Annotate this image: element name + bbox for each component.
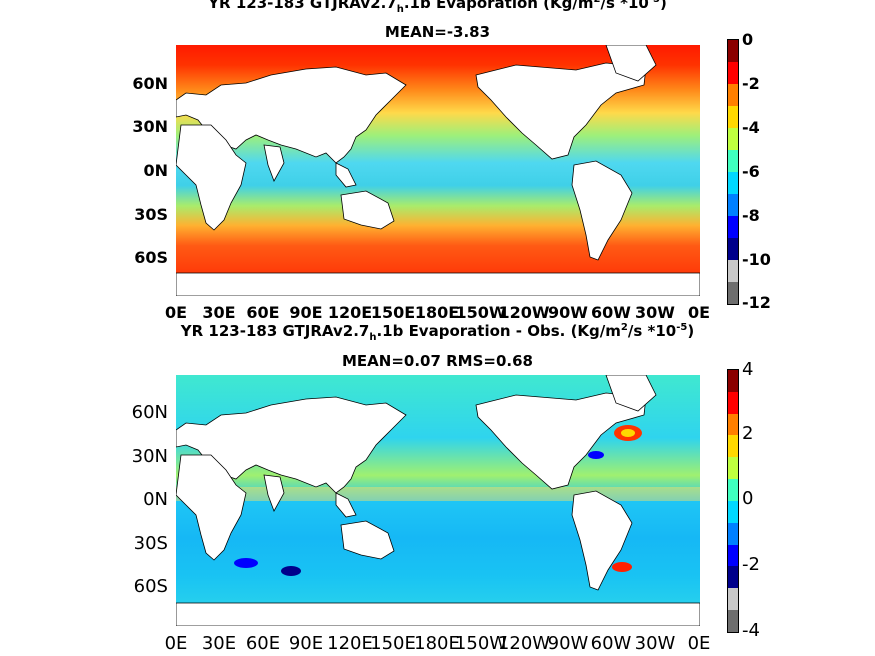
colorbar-segment xyxy=(728,610,738,632)
x-tick: 30W xyxy=(635,303,675,322)
y-tick: 60S xyxy=(133,576,168,597)
colorbar-segment xyxy=(728,435,738,458)
continents xyxy=(176,375,700,626)
bottom-colorbar xyxy=(727,369,739,633)
top-evaporation-map xyxy=(176,45,700,296)
y-tick: 30N xyxy=(131,446,168,467)
x-tick: 120E xyxy=(327,633,373,654)
colorbar-segment xyxy=(728,370,738,392)
colorbar-tick: 0 xyxy=(742,488,754,509)
x-tick: 0E xyxy=(687,303,711,322)
x-tick: 90W xyxy=(547,633,589,654)
colorbar-tick: -8 xyxy=(742,206,760,225)
x-tick: 30W xyxy=(634,633,676,654)
colorbar-segment xyxy=(728,194,738,216)
x-tick: 0E xyxy=(164,303,188,322)
x-tick: 0E xyxy=(687,633,711,654)
colorbar-segment xyxy=(728,500,738,523)
y-tick: 0N xyxy=(143,489,168,510)
x-tick: 150W xyxy=(455,303,507,322)
x-tick: 30E xyxy=(202,303,236,322)
colorbar-segment xyxy=(728,457,738,480)
colorbar-segment xyxy=(728,172,738,194)
colorbar-segment xyxy=(728,216,738,238)
colorbar-tick: -4 xyxy=(742,118,760,137)
colorbar-segment xyxy=(728,588,738,611)
colorbar-segment xyxy=(728,544,738,567)
colorbar-segment xyxy=(728,413,738,436)
x-tick: 120W xyxy=(497,633,551,654)
colorbar-tick: -12 xyxy=(742,293,771,312)
colorbar-segment xyxy=(728,391,738,414)
colorbar-segment xyxy=(728,260,738,282)
y-tick: 60S xyxy=(134,248,168,267)
colorbar-segment xyxy=(728,282,738,304)
x-tick: 150E xyxy=(370,303,416,322)
x-tick: 180E xyxy=(414,303,460,322)
x-tick: 90E xyxy=(289,303,323,322)
y-tick: 0N xyxy=(143,161,168,180)
colorbar-segment xyxy=(728,128,738,150)
colorbar-tick: 0 xyxy=(742,30,754,49)
colorbar-segment xyxy=(728,566,738,589)
x-tick: 60E xyxy=(246,303,280,322)
colorbar-segment xyxy=(728,479,738,501)
colorbar-tick: -2 xyxy=(742,554,760,575)
colorbar-tick: 2 xyxy=(742,423,754,444)
y-tick: 30S xyxy=(133,533,168,554)
bias-hotspots xyxy=(176,425,700,576)
x-tick: 150W xyxy=(454,633,508,654)
y-tick: 30N xyxy=(132,117,168,136)
y-tick: 60N xyxy=(132,74,168,93)
colorbar-segment xyxy=(728,522,738,545)
colorbar-segment xyxy=(728,238,738,260)
colorbar-tick: 4 xyxy=(742,359,754,380)
colorbar-tick: -2 xyxy=(742,74,760,93)
x-tick: 120W xyxy=(498,303,550,322)
colorbar-tick: -10 xyxy=(742,250,771,269)
colorbar-tick: -4 xyxy=(742,620,760,641)
y-tick: 30S xyxy=(134,205,168,224)
colorbar-segment xyxy=(728,106,738,128)
x-tick: 150E xyxy=(370,633,416,654)
x-tick: 60W xyxy=(591,303,631,322)
x-tick: 120E xyxy=(327,303,373,322)
bottom-bias-map xyxy=(176,375,700,626)
x-tick: 30E xyxy=(201,633,237,654)
top-panel-stats: MEAN=-3.83 xyxy=(384,23,491,41)
x-tick: 60E xyxy=(245,633,281,654)
y-tick: 60N xyxy=(131,402,168,423)
colorbar-segment xyxy=(728,84,738,106)
colorbar-segment xyxy=(728,150,738,172)
x-tick: 180E xyxy=(414,633,460,654)
x-tick: 0E xyxy=(164,633,188,654)
top-panel-title: YR 123-183 GTJRAv2.7h.1b Evaporation (Kg… xyxy=(208,0,667,15)
x-tick: 60W xyxy=(590,633,632,654)
colorbar-tick: -6 xyxy=(742,162,760,181)
top-colorbar xyxy=(727,39,739,305)
bottom-panel-title: YR 123-183 GTJRAv2.7h.1b Evaporation - O… xyxy=(180,322,695,343)
x-tick: 90E xyxy=(288,633,324,654)
continents xyxy=(176,45,700,296)
bottom-panel-stats: MEAN=0.07 RMS=0.68 xyxy=(342,352,533,370)
colorbar-segment xyxy=(728,40,738,62)
colorbar-segment xyxy=(728,62,738,84)
x-tick: 90W xyxy=(548,303,588,322)
